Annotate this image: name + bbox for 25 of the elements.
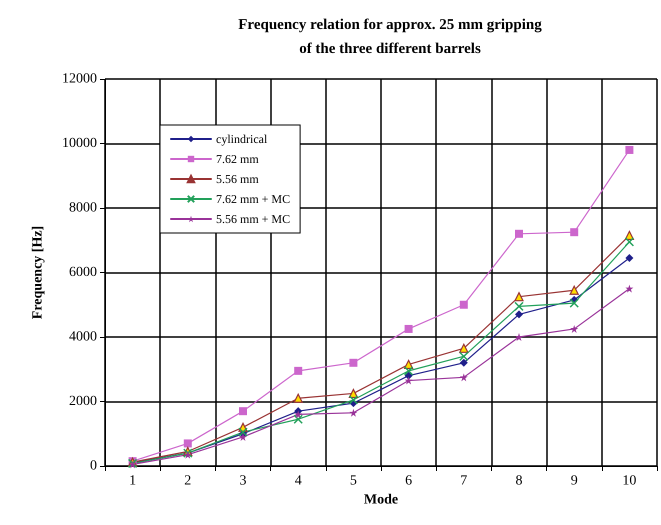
- legend-label: 7.62 mm + MC: [216, 192, 290, 206]
- y-tick-label: 12000: [62, 72, 97, 86]
- y-tick-label: 8000: [69, 200, 97, 216]
- chart-title: Frequency relation for approx. 25 mm gripping of the three different barrels: [238, 17, 542, 57]
- y-tick-label: 4000: [69, 330, 97, 344]
- x-tick-label: 4: [294, 474, 302, 488]
- y-tick-label: 2000: [69, 394, 97, 409]
- legend-label: 7.62 mm: [216, 152, 260, 166]
- x-tick-label: 7: [460, 474, 468, 488]
- legend-label: 5.56 mm + MC: [216, 212, 290, 226]
- x-tick-label: 5: [350, 474, 357, 488]
- y-tick-label: 0: [90, 458, 97, 474]
- x-axis-title: Mode: [364, 492, 398, 508]
- y-tick-label: 6000: [69, 265, 97, 280]
- x-tick-label: 8: [516, 474, 522, 488]
- y-axis-title: Frequency [Hz]: [30, 226, 46, 320]
- y-tick-label: 10000: [62, 136, 97, 151]
- x-tick-label: 3: [240, 474, 246, 488]
- x-tick-label: 1: [129, 474, 136, 488]
- legend-label: cylindrical: [216, 132, 268, 146]
- x-tick-label: 10: [622, 474, 636, 488]
- x-tick-label: 9: [570, 474, 578, 488]
- x-tick-label: 6: [405, 474, 412, 488]
- legend-label: 5.56 mm: [216, 172, 260, 186]
- x-tick-label: 2: [184, 474, 192, 488]
